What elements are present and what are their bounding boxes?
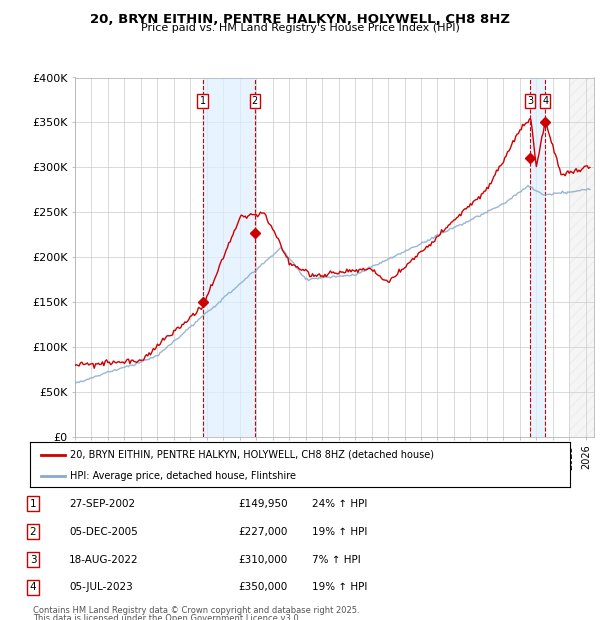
Text: 2: 2 — [252, 96, 258, 106]
Text: 1: 1 — [200, 96, 206, 106]
Text: 19% ↑ HPI: 19% ↑ HPI — [312, 582, 367, 593]
Text: 3: 3 — [527, 96, 533, 106]
Bar — [569, 78, 594, 437]
Text: £227,000: £227,000 — [239, 526, 288, 537]
Text: This data is licensed under the Open Government Licence v3.0.: This data is licensed under the Open Gov… — [33, 614, 301, 620]
Text: 4: 4 — [542, 96, 548, 106]
Text: 20, BRYN EITHIN, PENTRE HALKYN, HOLYWELL, CH8 8HZ: 20, BRYN EITHIN, PENTRE HALKYN, HOLYWELL… — [90, 13, 510, 26]
Bar — [203, 78, 255, 437]
Text: 05-DEC-2005: 05-DEC-2005 — [69, 526, 138, 537]
Text: 4: 4 — [29, 582, 37, 593]
Text: £149,950: £149,950 — [238, 498, 288, 509]
Text: 24% ↑ HPI: 24% ↑ HPI — [312, 498, 367, 509]
Text: 18-AUG-2022: 18-AUG-2022 — [69, 554, 139, 565]
Text: 05-JUL-2023: 05-JUL-2023 — [69, 582, 133, 593]
Text: 2: 2 — [29, 526, 37, 537]
Text: 20, BRYN EITHIN, PENTRE HALKYN, HOLYWELL, CH8 8HZ (detached house): 20, BRYN EITHIN, PENTRE HALKYN, HOLYWELL… — [71, 450, 434, 459]
Bar — [530, 78, 545, 437]
Text: £310,000: £310,000 — [239, 554, 288, 565]
Text: Price paid vs. HM Land Registry's House Price Index (HPI): Price paid vs. HM Land Registry's House … — [140, 23, 460, 33]
Text: 19% ↑ HPI: 19% ↑ HPI — [312, 526, 367, 537]
Text: 7% ↑ HPI: 7% ↑ HPI — [312, 554, 361, 565]
Text: HPI: Average price, detached house, Flintshire: HPI: Average price, detached house, Flin… — [71, 471, 296, 480]
Text: Contains HM Land Registry data © Crown copyright and database right 2025.: Contains HM Land Registry data © Crown c… — [33, 606, 359, 616]
Text: £350,000: £350,000 — [239, 582, 288, 593]
Text: 1: 1 — [29, 498, 37, 509]
Text: 27-SEP-2002: 27-SEP-2002 — [69, 498, 135, 509]
Text: 3: 3 — [29, 554, 37, 565]
